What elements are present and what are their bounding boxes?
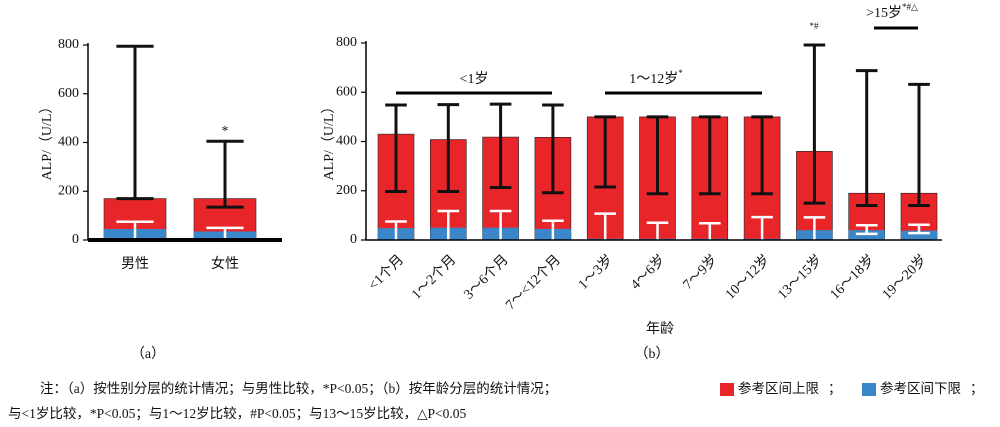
x-tick-label: <1个月 (365, 252, 407, 294)
error-bar (385, 220, 407, 240)
error-bar (803, 43, 826, 205)
annotation-sup: * (678, 68, 683, 78)
x-tick-label: 16～18岁 (827, 252, 878, 303)
error-bar (855, 69, 878, 208)
x-tick-label: 7～<12个月 (503, 252, 564, 313)
y-tick-label: 400 (58, 135, 79, 150)
x-tick-label: 13～15岁 (775, 252, 826, 303)
annotation-text: 1～12岁 (629, 71, 678, 87)
annotation-text: <1岁 (460, 71, 489, 87)
x-tick-label: 4～6岁 (628, 252, 669, 293)
x-tick-label: 1～3岁 (575, 252, 616, 293)
annotation: *# (810, 21, 820, 31)
x-tick-label: 3～6个月 (461, 252, 512, 303)
x-tick-label: 10～12岁 (722, 252, 773, 303)
error-bar (206, 139, 244, 209)
caption-line: 与<1岁比较，*P<0.05；与1～12岁比较，#P<0.05；与13～15岁比… (8, 406, 466, 422)
error-bar (855, 223, 878, 236)
panel-label: （a） (131, 346, 165, 362)
y-axis-title: ALP/（U/L） (39, 100, 55, 181)
y-tick-label: 800 (58, 37, 79, 52)
y-tick-label: 200 (336, 183, 357, 198)
annotation-text: * (222, 124, 229, 139)
legend-label: 参考区间下限 (880, 380, 961, 396)
y-tick-label: 0 (350, 232, 357, 247)
error-bar (594, 212, 616, 240)
annotation-text: >15岁 (866, 5, 902, 21)
annotation-sup: *# (810, 21, 820, 31)
error-bar (489, 102, 512, 190)
error-bar (206, 226, 244, 240)
y-tick-label: 600 (336, 84, 357, 99)
annotation: <1岁 (460, 71, 489, 87)
caption-line: 注：（a）按性别分层的统计情况；与男性比较，*P<0.05；（b）按年龄分层的统… (40, 381, 557, 397)
annotation: 1～12岁* (629, 68, 683, 87)
annotation: * (222, 124, 229, 139)
legend-swatch (862, 383, 876, 396)
y-tick-label: 800 (336, 35, 357, 50)
error-bar (437, 103, 460, 193)
y-tick-label: 600 (58, 86, 79, 101)
y-tick-label: 0 (72, 232, 79, 247)
x-tick-label: 女性 (211, 255, 239, 272)
bar (901, 230, 937, 240)
error-bar (699, 115, 721, 196)
error-bar (803, 216, 826, 240)
y-axis-title: ALP/（U/L） (321, 100, 337, 181)
error-bar (385, 103, 407, 193)
caption-sep: ； (828, 381, 842, 397)
error-bar (594, 115, 616, 189)
error-bar (116, 220, 154, 240)
error-bar (437, 209, 460, 240)
x-tick-label: 男性 (121, 256, 149, 272)
x-tick-label: 19～20岁 (879, 252, 930, 303)
legend-label: 参考区间上限 (738, 380, 819, 396)
error-bar (751, 115, 773, 196)
x-tick-label: 7～9岁 (680, 252, 721, 293)
error-bar (699, 222, 721, 240)
y-tick-label: 400 (336, 134, 357, 149)
error-bar (542, 103, 564, 195)
error-bar (908, 82, 930, 208)
error-bar (646, 115, 669, 196)
error-bar (542, 219, 564, 240)
caption-sep: ； (970, 381, 984, 397)
x-axis-title: 年龄 (646, 321, 674, 337)
x-tick-label: 1～2个月 (408, 252, 459, 303)
error-bar (116, 44, 154, 201)
error-bar (908, 223, 930, 235)
error-bar (751, 215, 773, 240)
annotation: >15岁*#△ (866, 2, 918, 21)
error-bar (646, 221, 669, 240)
legend-swatch (720, 383, 734, 396)
error-bar (489, 209, 512, 240)
annotation-sup: *#△ (902, 2, 918, 12)
panel-label: （b） (635, 346, 670, 362)
y-tick-label: 200 (58, 183, 79, 198)
